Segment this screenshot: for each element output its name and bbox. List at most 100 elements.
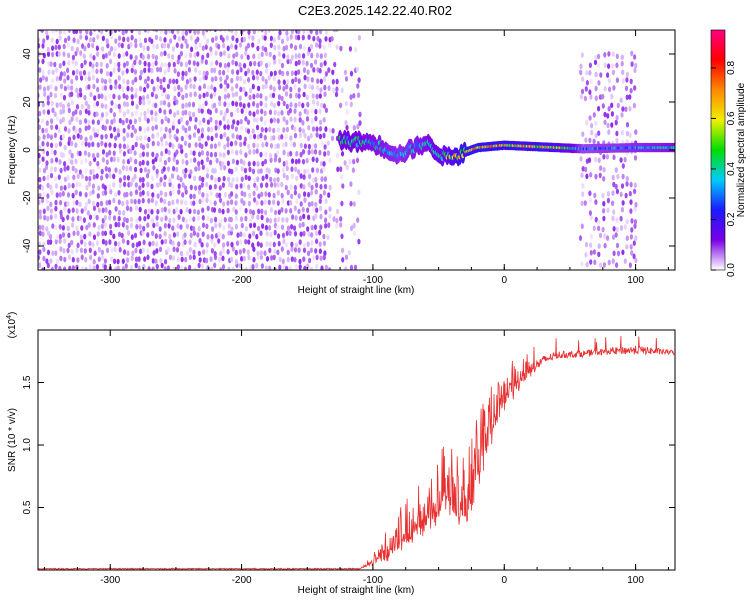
- heatmap-cell: [171, 189, 175, 195]
- heatmap-cell: [131, 79, 135, 85]
- heatmap-cell: [175, 166, 179, 173]
- heatmap-cell: [38, 192, 42, 199]
- heatmap-cell: [109, 71, 113, 77]
- heatmap-cell: [66, 165, 70, 171]
- heatmap-cell: [183, 173, 187, 179]
- heatmap-cell: [121, 266, 125, 270]
- heatmap-cell: [83, 248, 87, 254]
- heatmap-cell: [150, 38, 154, 45]
- heatmap-cell: [47, 230, 51, 237]
- heatmap-cell: [117, 221, 121, 228]
- heatmap-cell: [206, 150, 210, 157]
- heatmap-cell: [179, 250, 184, 257]
- heatmap-cell: [193, 157, 197, 163]
- heatmap-cell: [303, 197, 307, 203]
- heatmap-cell: [117, 103, 121, 110]
- heatmap-cell: [322, 254, 326, 261]
- heatmap-cell: [187, 125, 192, 132]
- heatmap-cell: [311, 156, 315, 163]
- y-tick-label: -40: [22, 238, 33, 253]
- heatmap-cell: [198, 69, 202, 76]
- heatmap-cell: [285, 35, 290, 42]
- heatmap-cell: [100, 93, 104, 99]
- heatmap-cell: [63, 85, 67, 92]
- heatmap-cell: [244, 215, 248, 222]
- heatmap-cell: [87, 119, 91, 126]
- heatmap-cell: [217, 176, 221, 183]
- heatmap-cell: [268, 265, 272, 270]
- heatmap-cell: [173, 34, 177, 40]
- heatmap-cell: [155, 43, 159, 50]
- heatmap-cell: [227, 62, 231, 68]
- heatmap-cell: [214, 233, 219, 239]
- heatmap-cell: [259, 230, 263, 236]
- heatmap-cell: [269, 92, 273, 99]
- heatmap-cell: [234, 249, 238, 256]
- heatmap-cell: [206, 205, 210, 212]
- heatmap-cell: [257, 54, 261, 60]
- heatmap-cell: [129, 206, 133, 212]
- heatmap-cell: [632, 102, 637, 109]
- heatmap-cell: [122, 210, 126, 216]
- heatmap-cell: [270, 101, 274, 107]
- heatmap-cell: [625, 121, 630, 128]
- heatmap-cell: [118, 83, 122, 90]
- heatmap-cell: [91, 74, 95, 81]
- heatmap-cell: [610, 111, 615, 117]
- heatmap-cell: [290, 224, 294, 230]
- snr-y-axis-label: SNR (10 * v/v): [7, 408, 18, 472]
- heatmap-cell: [594, 85, 598, 92]
- heatmap-cell: [226, 45, 230, 52]
- heatmap-cell: [634, 235, 638, 241]
- heatmap-cell: [91, 189, 95, 195]
- heatmap-cell: [227, 176, 231, 183]
- heatmap-cell: [167, 102, 171, 108]
- heatmap-cell: [62, 43, 66, 50]
- heatmap-cell: [218, 207, 222, 214]
- heatmap-cell: [134, 158, 138, 165]
- heatmap-cell: [130, 100, 135, 106]
- colorbar-tick-label: 0.4: [726, 162, 737, 176]
- heatmap-cell: [235, 51, 239, 58]
- heatmap-cell: [113, 46, 117, 52]
- heatmap-cell: [55, 192, 59, 198]
- heatmap-cell: [339, 166, 343, 172]
- heatmap-cell: [633, 54, 637, 60]
- heatmap-cell: [154, 233, 158, 239]
- heatmap-cell: [259, 116, 263, 122]
- heatmap-cell: [234, 215, 238, 222]
- heatmap-cell: [59, 109, 63, 115]
- heatmap-cell: [151, 53, 155, 60]
- heatmap-cell: [154, 60, 158, 66]
- heatmap-cell: [41, 75, 45, 81]
- heatmap-cell: [331, 128, 335, 134]
- heatmap-cell: [214, 132, 218, 139]
- heatmap-cell: [257, 225, 261, 232]
- heatmap-cell: [302, 67, 307, 73]
- heatmap-cell: [57, 51, 61, 57]
- heatmap-cell: [297, 87, 301, 93]
- heatmap-cell: [139, 42, 143, 48]
- heatmap-cell: [214, 177, 218, 183]
- y-tick-label: 1.5: [22, 375, 33, 389]
- heatmap-cell: [242, 182, 246, 189]
- heatmap-cell: [100, 102, 104, 109]
- heatmap-cell: [244, 174, 248, 181]
- heatmap-cell: [294, 215, 298, 221]
- heatmap-cell: [612, 234, 616, 240]
- heatmap-cell: [324, 198, 328, 204]
- heatmap-cell: [87, 181, 91, 187]
- heatmap-cell: [75, 116, 79, 123]
- heatmap-cell: [292, 141, 296, 148]
- heatmap-cell: [63, 161, 67, 167]
- heatmap-cell: [190, 46, 194, 53]
- heatmap-cell: [38, 43, 41, 49]
- heatmap-cell: [625, 175, 629, 182]
- heatmap-cell: [243, 167, 248, 174]
- heatmap-cell: [114, 266, 118, 270]
- heatmap-cell: [589, 78, 593, 85]
- heatmap-cell: [91, 168, 95, 175]
- heatmap-cell: [357, 35, 361, 41]
- heatmap-cell: [247, 200, 251, 207]
